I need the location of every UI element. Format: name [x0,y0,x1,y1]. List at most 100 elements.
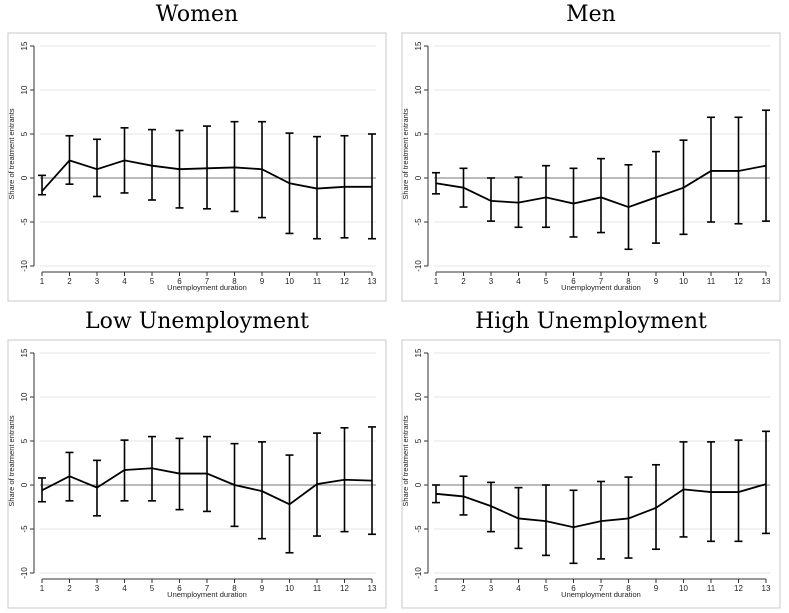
chart-title: High Unemployment [475,309,707,334]
x-tick-label: 6 [177,584,182,593]
x-tick-label: 12 [340,584,349,593]
x-tick-label: 1 [40,584,45,593]
panel-high-unemployment: High Unemployment -10 -5 0 5 10 15 Share of tr… [394,307,788,613]
y-tick-label: 0 [20,482,29,487]
x-tick-label: 9 [260,277,265,286]
x-tick-label: 11 [313,584,322,593]
y-tick-label: 10 [20,85,29,94]
y-tick-label: -5 [20,525,29,533]
y-axis-label: Share of treatment entrants [7,415,16,507]
y-tick-label: 15 [20,41,29,50]
x-tick-label: 2 [67,277,72,286]
x-tick-label: 2 [461,277,466,286]
y-tick-label: 15 [414,348,423,357]
x-tick-label: 5 [150,277,155,286]
x-tick-label: 3 [95,584,100,593]
x-tick-label: 13 [762,277,771,286]
x-tick-label: 13 [368,584,377,593]
x-tick-label: 2 [67,584,72,593]
panel-men: Men -10 -5 0 5 10 15 Share of treatment entran… [394,0,788,306]
y-tick-label: -5 [20,218,29,226]
y-tick-label: 10 [20,392,29,401]
y-tick-label: 0 [414,175,423,180]
y-axis-label: Share of treatment entrants [7,108,16,200]
x-tick-label: 10 [285,584,294,593]
x-tick-label: 7 [599,584,604,593]
y-tick-label: 5 [414,131,423,136]
x-tick-label: 3 [489,277,494,286]
x-axis-label: Unemployment duration [167,283,247,292]
x-tick-label: 12 [734,277,743,286]
x-tick-label: 3 [95,277,100,286]
x-tick-label: 11 [707,277,716,286]
series-line [41,467,373,506]
y-tick-label: 10 [414,392,423,401]
x-tick-label: 8 [232,584,237,593]
x-tick-label: 1 [40,277,45,286]
x-tick-label: 8 [626,584,631,593]
y-tick-label: -10 [414,567,423,579]
y-tick-label: -5 [414,525,423,533]
y-tick-label: 5 [414,438,423,443]
x-tick-label: 13 [368,277,377,286]
y-axis-label: Share of treatment entrants [401,415,410,507]
x-tick-label: 2 [461,584,466,593]
x-tick-label: 10 [679,277,688,286]
y-axis-label: Share of treatment entrants [401,108,410,200]
plot-frame [401,32,781,302]
y-tick-label: -5 [414,218,423,226]
x-tick-label: 12 [340,277,349,286]
x-tick-label: 6 [571,277,576,286]
x-axis-label: Unemployment duration [561,283,641,292]
series-line [41,159,372,192]
x-tick-label: 9 [654,277,659,286]
x-tick-label: 5 [544,584,549,593]
y-tick-label: 15 [414,41,423,50]
x-tick-label: 13 [762,584,771,593]
x-tick-label: 3 [489,584,494,593]
x-tick-label: 4 [122,277,127,286]
y-tick-label: 0 [20,175,29,180]
panel-women: Women -10 -5 0 5 10 15 Share of treatment entr… [0,0,394,306]
chart-title: Low Unemployment [85,309,309,334]
x-tick-label: 9 [654,584,659,593]
x-tick-label: 7 [599,277,604,286]
x-tick-label: 11 [313,277,322,286]
x-tick-label: 11 [707,584,716,593]
x-tick-label: 8 [232,277,237,286]
x-tick-label: 9 [260,584,265,593]
x-tick-label: 4 [516,584,521,593]
chart-title: Men [566,2,616,27]
x-tick-label: 8 [626,277,631,286]
y-tick-label: -10 [20,260,29,272]
y-tick-label: 5 [20,438,29,443]
y-tick-label: 5 [20,131,29,136]
plot-frame [7,32,387,302]
y-tick-label: -10 [20,567,29,579]
chart-title: Women [155,2,239,27]
x-tick-label: 6 [571,584,576,593]
x-tick-label: 12 [734,584,743,593]
plot-frame [401,339,781,609]
x-tick-label: 6 [177,277,182,286]
x-axis-label: Unemployment duration [167,590,247,599]
x-tick-label: 4 [122,584,127,593]
x-tick-label: 1 [434,584,439,593]
x-tick-label: 7 [205,584,210,593]
x-tick-label: 4 [516,277,521,286]
x-tick-label: 10 [285,277,294,286]
series-line [435,164,767,208]
x-tick-label: 1 [434,277,439,286]
y-tick-label: 0 [414,482,423,487]
x-tick-label: 7 [205,277,210,286]
y-tick-label: -10 [414,260,423,272]
y-tick-label: 10 [414,85,423,94]
x-tick-label: 10 [679,584,688,593]
x-tick-label: 5 [150,584,155,593]
x-axis-label: Unemployment duration [561,590,641,599]
series-line [435,483,767,529]
panel-low-unemployment: Low Unemployment -10 -5 0 5 10 15 Share of tre… [0,307,394,613]
